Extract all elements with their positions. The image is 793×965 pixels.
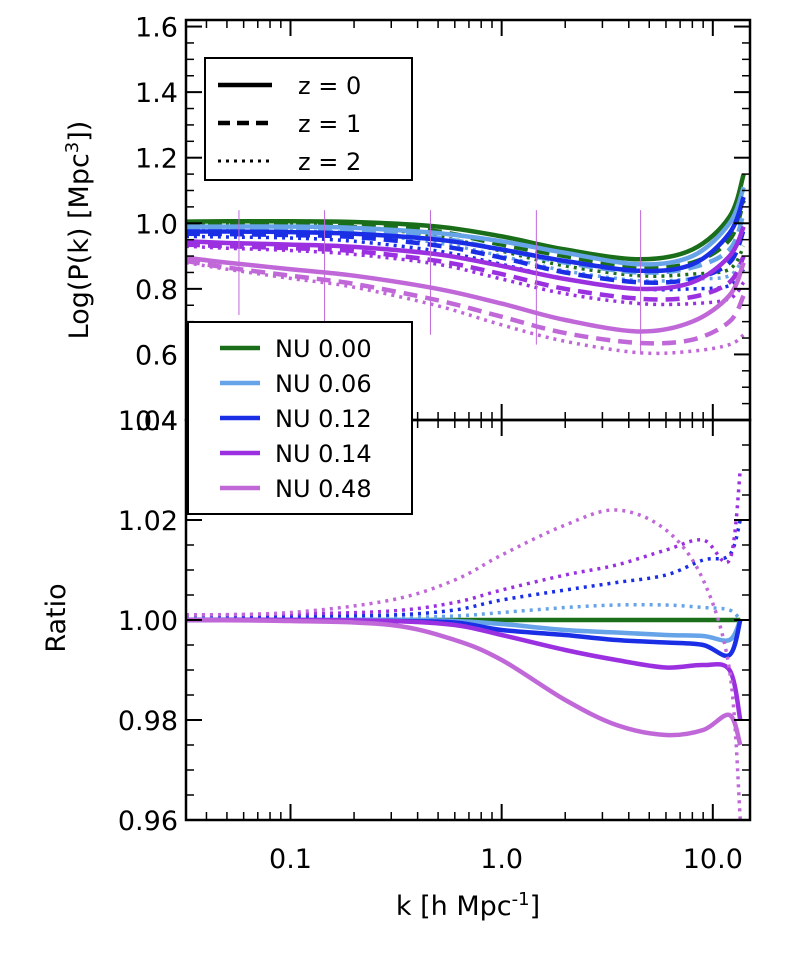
ratio-nu-0-12-z2 [186,519,742,618]
bottom-panel-y-axis-title: Ratio [41,583,72,652]
legend-label-nu-0-48: NU 0.48 [275,475,372,503]
x-tick-label: 0.1 [269,844,312,875]
series-nu-0-06-z0 [186,186,746,267]
axis-ticks: 0.4 0.6 0.8 1.0 1.2 1.4 1.6 0.96 0.98 1.00 1.02 1.0… [118,13,750,875]
line-style-legend: z = 0 z = 1 z = 2 [204,57,413,181]
top-y-tick-label: 1.4 [135,78,178,109]
bottom-y-tick-label: 1.04 [118,406,178,437]
legend-label-dotted: z = 2 [298,148,361,176]
series-nu-0-14-z1 [186,242,746,302]
line-style-legend-box [204,57,413,181]
bottom-y-tick-label: 1.00 [118,606,178,637]
ratio-nu-0-06-z2 [186,602,742,622]
ratio-nu-0-48-z2 [186,508,743,820]
top-panel-error-bars [238,210,642,355]
series-nu-0-48-z1 [186,258,746,346]
series-nu-0-14-z0 [186,225,746,292]
series-nu-0-00-z0 [186,173,746,262]
top-y-tick-label: 1.0 [135,209,178,240]
top-panel-y-axis-title: Log(P(k) [Mpc3]) [62,121,95,340]
ratio-nu-0-14-z2 [186,469,743,617]
series-nu-0-12-z0 [186,196,746,274]
x-tick-label: 1.0 [480,844,523,875]
x-axis-title: k [h Mpc-1] [396,889,540,922]
top-panel-series [186,173,746,356]
legend-label-nu-0-00: NU 0.00 [275,335,372,363]
legend-label-nu-0-06: NU 0.06 [275,370,372,398]
legend-label-solid: z = 0 [298,72,361,100]
top-y-tick-label: 0.4 [135,406,178,437]
top-y-tick-label: 0.6 [135,340,178,371]
top-y-tick-label: 1.2 [135,144,178,175]
series-nu-0-48-z2 [186,260,745,356]
legend-label-nu-0-12: NU 0.12 [275,405,372,433]
top-y-tick-label: 0.8 [135,275,178,306]
bottom-y-tick-label: 1.02 [118,506,178,537]
bottom-y-tick-label: 0.98 [118,706,178,737]
top-y-tick-label: 1.6 [135,13,178,44]
ratio-nu-0-48-z0 [186,617,743,746]
color-legend: NU 0.00 NU 0.06 NU 0.12 NU 0.14 NU 0.48 [187,321,413,515]
x-tick-label: 10.0 [683,844,743,875]
legend-label-nu-0-14: NU 0.14 [275,440,372,468]
legend-label-dashed: z = 1 [298,110,361,138]
bottom-y-tick-label: 0.96 [118,806,178,837]
series-nu-0-48-z0 [186,255,746,334]
bottom-panel-series [186,469,743,820]
